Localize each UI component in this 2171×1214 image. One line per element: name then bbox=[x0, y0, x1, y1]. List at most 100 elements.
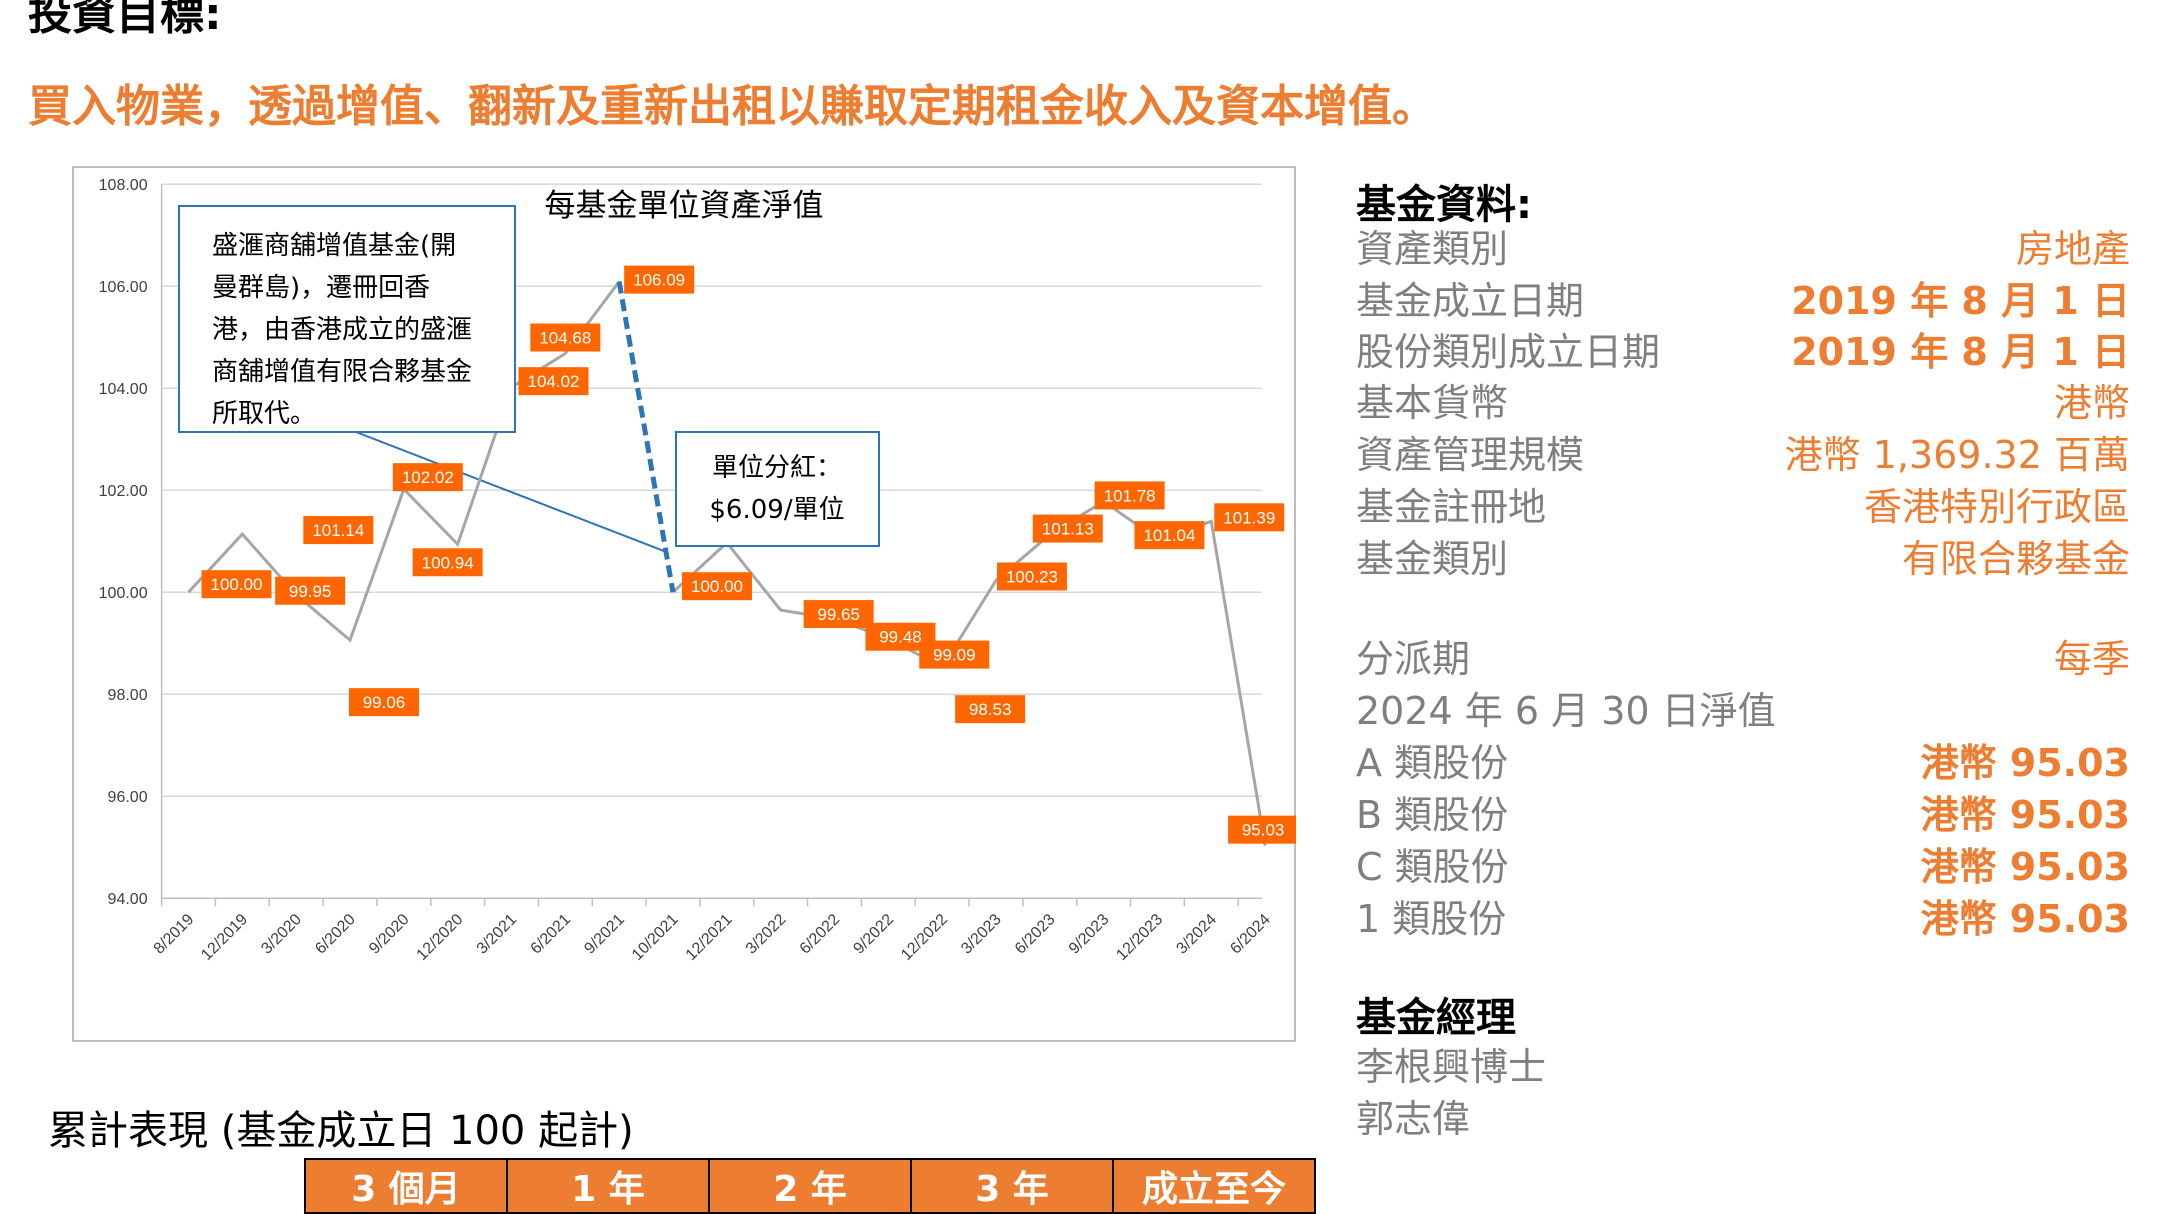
info-row-fund-type: 基金類別 有限合夥基金 bbox=[1356, 528, 2130, 581]
data-label-box bbox=[518, 367, 589, 396]
data-label-box bbox=[530, 323, 601, 352]
data-label: 99.06 bbox=[363, 693, 406, 712]
y-tick-label: 102.00 bbox=[99, 483, 148, 500]
y-tick-label: 106.00 bbox=[99, 279, 148, 296]
data-label: 99.65 bbox=[817, 605, 860, 624]
data-label-box bbox=[1134, 521, 1205, 550]
annotation-line: 單位分紅： bbox=[712, 453, 842, 483]
series-line-after-dividend bbox=[671, 499, 1267, 846]
info-label: 基本貨幣 bbox=[1356, 381, 1509, 425]
data-label: 101.13 bbox=[1042, 520, 1094, 539]
info-label: 2024 年 6 月 30 日淨值 bbox=[1356, 689, 1776, 733]
chart-title: 每基金單位資產淨值 bbox=[545, 188, 824, 224]
callout-leader-line bbox=[355, 431, 668, 554]
data-label: 104.68 bbox=[539, 329, 591, 348]
annotation-line: 盛滙商舖增值基金(開 bbox=[212, 231, 456, 261]
info-value: 2019 年 8 月 1 日 bbox=[1791, 330, 2130, 374]
info-value: 每季 bbox=[2053, 637, 2130, 681]
info-row-base-currency: 基本貨幣 港幣 bbox=[1356, 372, 2130, 425]
info-row-domicile: 基金註冊地 香港特別行政區 bbox=[1356, 476, 2130, 529]
data-label-box bbox=[412, 548, 483, 577]
data-label-box bbox=[1094, 481, 1165, 510]
annotation-line: $6.09/單位 bbox=[709, 495, 844, 525]
info-row-class-c: C 類股份 港幣 95.03 bbox=[1356, 836, 2130, 889]
info-row-class-a: A 類股份 港幣 95.03 bbox=[1356, 732, 2130, 785]
data-label-box bbox=[919, 640, 990, 669]
nav-chart: 94.00 96.00 98.00 100.00 102.00 104.00 106.00 1… bbox=[99, 177, 1296, 964]
fund-manager-title: 基金經理 bbox=[1356, 995, 1516, 1041]
y-tick-label: 108.00 bbox=[99, 177, 148, 194]
chart-frame bbox=[72, 166, 1296, 1042]
annotation-line: 港，由香港成立的盛滙 bbox=[212, 315, 472, 345]
x-tick-label: 3/2024 bbox=[1173, 911, 1220, 958]
data-label: 100.00 bbox=[211, 575, 263, 594]
x-tick-label: 6/2020 bbox=[312, 911, 359, 958]
info-value: 港幣 95.03 bbox=[1920, 845, 2130, 889]
info-row-asset-class: 資產類別 房地產 bbox=[1356, 218, 2130, 271]
data-label-box bbox=[955, 695, 1026, 724]
data-label: 99.09 bbox=[933, 646, 976, 665]
data-label: 100.00 bbox=[691, 577, 743, 596]
table-header-row: 3 個月 1 年 2 年 3 年 成立至今 bbox=[304, 1158, 1316, 1214]
x-tick-label: 12/2020 bbox=[414, 911, 467, 964]
info-row-class-b: B 類股份 港幣 95.03 bbox=[1356, 784, 2130, 837]
x-tick-label: 9/2021 bbox=[581, 911, 628, 958]
manager-name: 李根興博士 bbox=[1356, 1045, 1547, 1089]
info-label: 分派期 bbox=[1356, 637, 1471, 681]
fund-info-title: 基金資料: bbox=[1356, 182, 1532, 228]
info-value: 2019 年 8 月 1 日 bbox=[1791, 279, 2130, 323]
annotation-dividend: 單位分紅： $6.09/單位 bbox=[675, 431, 880, 547]
info-value: 有限合夥基金 bbox=[1901, 537, 2130, 581]
data-label-box bbox=[1214, 503, 1285, 532]
info-label: 資產管理規模 bbox=[1356, 433, 1585, 477]
performance-title: 累計表現 (基金成立日 100 起計) bbox=[48, 1108, 634, 1154]
data-label-box bbox=[803, 600, 874, 629]
info-label: A 類股份 bbox=[1356, 741, 1509, 785]
info-value: 港幣 95.03 bbox=[1920, 897, 2130, 941]
header-1y: 1 年 bbox=[506, 1158, 710, 1214]
info-label: 基金註冊地 bbox=[1356, 485, 1547, 529]
data-label: 101.78 bbox=[1104, 486, 1156, 505]
y-tick-label: 104.00 bbox=[99, 381, 148, 398]
info-label: 股份類別成立日期 bbox=[1356, 330, 1661, 374]
x-tick-label: 3/2021 bbox=[474, 911, 521, 958]
header-3m: 3 個月 bbox=[304, 1158, 508, 1214]
info-value: 港幣 95.03 bbox=[1920, 793, 2130, 837]
info-row-distribution: 分派期 每季 bbox=[1356, 628, 2130, 681]
dividend-drop-line bbox=[616, 281, 676, 593]
x-tick-label: 3/2022 bbox=[743, 911, 790, 958]
data-label-box bbox=[681, 572, 752, 601]
x-tick-label: 3/2020 bbox=[258, 911, 305, 958]
x-tick-label: 12/2023 bbox=[1113, 911, 1166, 964]
data-label-box bbox=[1032, 514, 1103, 543]
annotation-fund-change: 盛滙商舖增值基金(開曼群島)，遷冊回香港，由香港成立的盛滙商舖增值有限合夥基金所… bbox=[178, 205, 516, 433]
info-value: 香港特別行政區 bbox=[1863, 485, 2130, 529]
header-2y: 2 年 bbox=[708, 1158, 912, 1214]
y-tick-label: 96.00 bbox=[108, 789, 148, 806]
data-label: 102.02 bbox=[402, 468, 454, 487]
y-tick-label: 100.00 bbox=[99, 585, 148, 602]
x-tick-label: 10/2021 bbox=[629, 911, 682, 964]
x-tick-label: 9/2022 bbox=[851, 911, 898, 958]
data-label: 101.14 bbox=[312, 521, 364, 540]
info-row-class-launch-date: 股份類別成立日期 2019 年 8 月 1 日 bbox=[1356, 321, 2130, 374]
data-label-box bbox=[303, 516, 374, 545]
data-label: 98.53 bbox=[969, 700, 1012, 719]
header-since-inception: 成立至今 bbox=[1112, 1158, 1316, 1214]
data-label: 99.48 bbox=[879, 628, 922, 647]
info-label: 基金類別 bbox=[1356, 537, 1509, 581]
x-tick-label: 6/2022 bbox=[797, 911, 844, 958]
annotation-line: 商舖增值有限合夥基金 bbox=[212, 357, 472, 387]
data-label-box bbox=[624, 265, 695, 294]
section-heading: 投資目標: bbox=[28, 0, 222, 40]
info-row-aum: 資產管理規模 港幣 1,369.32 百萬 bbox=[1356, 424, 2130, 477]
header-3y: 3 年 bbox=[910, 1158, 1114, 1214]
info-row-class-1: 1 類股份 港幣 95.03 bbox=[1356, 888, 2130, 941]
data-label-box bbox=[1228, 815, 1296, 844]
data-label-box bbox=[996, 562, 1067, 591]
data-label: 95.03 bbox=[1242, 821, 1285, 840]
info-row-nav-date: 2024 年 6 月 30 日淨值 bbox=[1356, 680, 2130, 733]
data-label: 101.04 bbox=[1143, 526, 1195, 545]
info-row-launch-date: 基金成立日期 2019 年 8 月 1 日 bbox=[1356, 270, 2130, 323]
x-tick-label: 12/2021 bbox=[683, 911, 736, 964]
